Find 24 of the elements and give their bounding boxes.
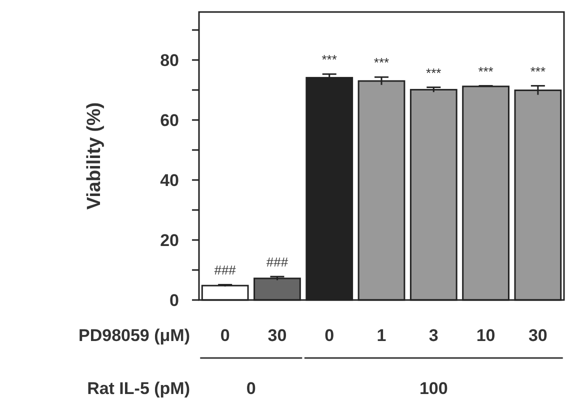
y-tick-label: 20 <box>160 230 179 250</box>
y-tick-label: 0 <box>170 290 179 310</box>
x-tick-label: 10 <box>476 326 496 345</box>
x-tick-label: 0 <box>220 326 230 345</box>
data-label: *** <box>478 64 494 79</box>
x-tick-label: 30 <box>528 326 548 345</box>
y-tick-label: 60 <box>160 110 179 130</box>
x-tick-label: 0 <box>324 326 334 345</box>
text: Rat IL-5 (pM) <box>87 378 190 398</box>
y-tick-label: 80 <box>160 50 179 70</box>
y-tick-label: 40 <box>160 170 179 190</box>
data-label: ### <box>266 254 289 270</box>
data-label: ### <box>214 262 237 278</box>
text: 100 <box>419 378 448 398</box>
x-axis-title: PD98059 (μM) <box>78 326 190 345</box>
text: 0 <box>246 378 256 398</box>
data-label: *** <box>322 52 337 68</box>
y-axis-title: Viability (%) <box>84 102 105 210</box>
x-tick-label: 30 <box>268 326 287 345</box>
data-label: *** <box>530 64 546 79</box>
data-label: *** <box>426 65 442 80</box>
x-tick-label: 1 <box>376 326 386 345</box>
x-tick-label: 3 <box>428 326 438 345</box>
data-label: *** <box>374 55 390 70</box>
